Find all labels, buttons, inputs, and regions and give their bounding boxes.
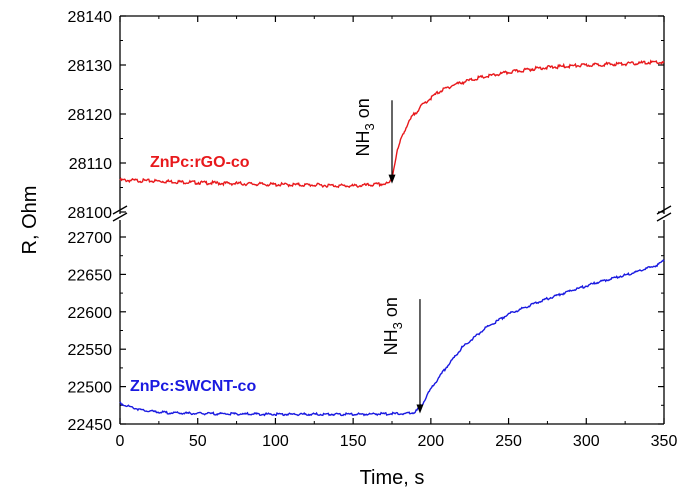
annotation-arrowhead <box>416 404 424 414</box>
series-label-rgo: ZnPc:rGO-co <box>150 154 250 171</box>
y-tick-label: 22650 <box>68 267 113 284</box>
y-tick-label: 28140 <box>68 9 113 26</box>
axis-break-mark-left <box>112 205 128 215</box>
y-tick-label: 22700 <box>68 230 113 247</box>
x-axis-title: Time, s <box>360 467 425 489</box>
x-tick-label: 0 <box>116 433 125 450</box>
series-line-swcnt <box>119 259 665 417</box>
x-tick-label: 150 <box>340 433 367 450</box>
x-tick-label: 300 <box>573 433 600 450</box>
y-tick-label: 28100 <box>68 205 113 222</box>
series-label-swcnt: ZnPc:SWCNT-co <box>130 378 256 395</box>
x-tick-label: 250 <box>495 433 522 450</box>
y-tick-label: 22450 <box>68 417 113 434</box>
y-tick-label: 22600 <box>68 305 113 322</box>
axis-break-mark-left <box>112 212 128 222</box>
plot-area: ZnPc:rGO-co ZnPc:SWCNT-co NH3 on NH3 on <box>119 59 665 417</box>
y-tick-label: 28110 <box>69 156 112 173</box>
axis-break-mark-right <box>656 205 672 215</box>
y-tick-label: 22550 <box>68 342 113 359</box>
y-tick-label: 28120 <box>68 107 113 124</box>
axes: 0 50 100 150 200 250 300 350 28100 28110 28120 2813… <box>68 9 678 450</box>
annotation-label: NH3 on <box>381 297 405 355</box>
annotation-arrowhead <box>388 174 396 184</box>
y-axis-title: R, Ohm <box>19 186 41 255</box>
x-tick-label: 100 <box>262 433 289 450</box>
x-tick-label: 350 <box>651 433 678 450</box>
x-tick-label: 200 <box>418 433 445 450</box>
x-tick-label: 50 <box>189 433 207 450</box>
y-tick-label: 28130 <box>68 58 113 75</box>
y-tick-label: 22500 <box>68 380 113 397</box>
axis-break-mark-right <box>656 212 672 222</box>
annotation-label: NH3 on <box>353 98 377 156</box>
